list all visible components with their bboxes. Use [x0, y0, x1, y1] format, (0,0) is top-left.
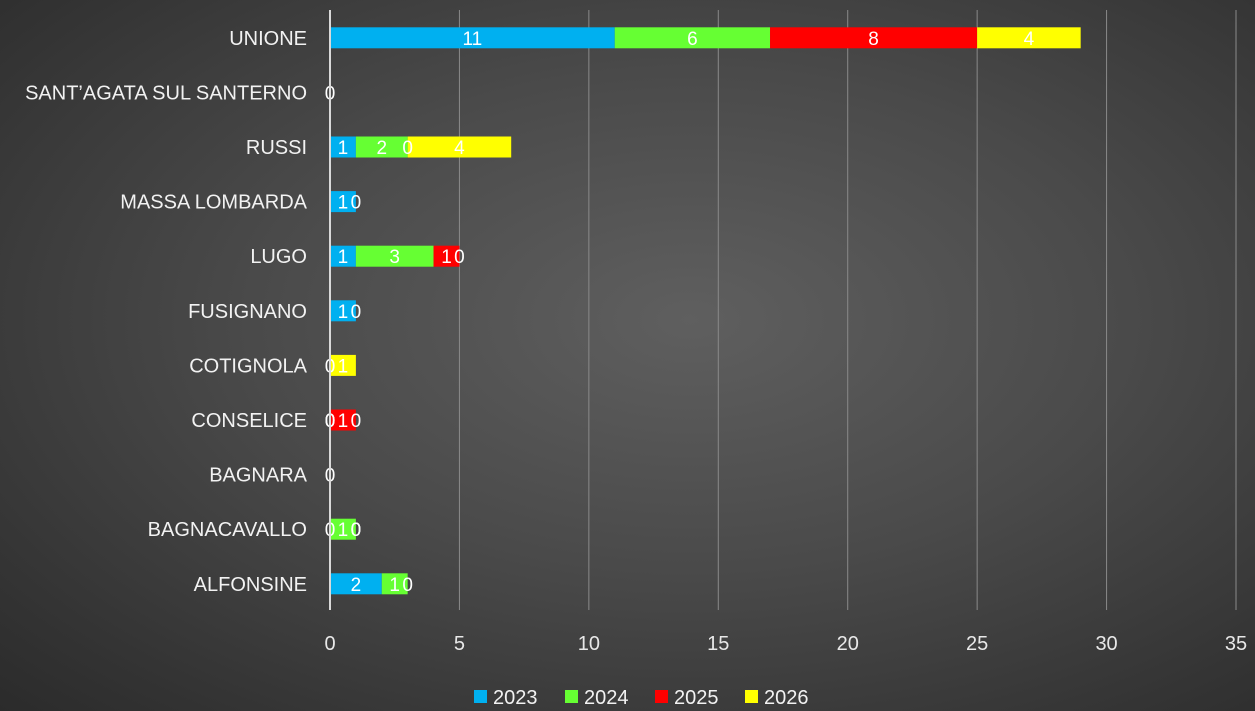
bars: [330, 27, 1081, 595]
legend-swatch-2026: [745, 690, 758, 703]
legend-swatch-2025: [655, 690, 668, 703]
x-tick-label: 10: [578, 633, 600, 655]
x-tick-label: 5: [454, 633, 465, 655]
legend-swatch-2024: [565, 690, 578, 703]
bar-segment-2023: [330, 136, 356, 158]
category-label: RUSSI: [246, 137, 307, 159]
legend-swatch-2023: [474, 690, 487, 703]
category-label: UNIONE: [229, 28, 307, 50]
category-label: LUGO: [250, 246, 307, 268]
bar-segment-2025: [770, 27, 978, 49]
value-axis: 0 5 10 15 20 25 30 35: [324, 633, 1247, 655]
category-label: COTIGNOLA: [189, 355, 307, 377]
x-tick-label: 15: [707, 633, 729, 655]
x-tick-label: 0: [324, 633, 335, 655]
bar-segment-2025: [433, 245, 460, 267]
data-label: 4: [454, 138, 465, 159]
legend-label: 2025: [674, 687, 719, 709]
bar-segment-2024: [355, 136, 408, 158]
bar-segment-2023: [330, 300, 356, 322]
bar-segment-2024: [355, 245, 434, 267]
data-label: 0: [351, 520, 362, 541]
bar-segment-2023: [330, 245, 356, 267]
data-labels: 11684012041013101001001000100210: [325, 29, 1035, 596]
data-label: 1: [441, 247, 452, 268]
data-label: 11: [463, 29, 483, 50]
x-tick-label: 30: [1095, 633, 1117, 655]
data-label: 1: [338, 356, 349, 377]
data-label: 0: [351, 520, 362, 541]
data-label: 1: [338, 520, 349, 541]
category-axis: UNIONE SANT’AGATA SUL SANTERNO RUSSI MASSA …: [25, 10, 331, 610]
category-label: MASSA LOMBARDA: [120, 192, 307, 214]
data-label: 1: [338, 302, 349, 323]
bar-segment-2024: [614, 27, 771, 49]
data-label: 8: [868, 29, 879, 50]
data-label: 1: [389, 575, 400, 596]
data-label: 3: [389, 247, 400, 268]
bar-segment-2023: [330, 573, 382, 595]
x-tick-label: 20: [837, 633, 859, 655]
data-label: 4: [1024, 29, 1035, 50]
bar-segment-2024: [330, 518, 356, 540]
data-label: 1: [338, 411, 349, 432]
data-label: 0: [351, 302, 362, 323]
gridlines: [458, 10, 1237, 610]
bar-segment-2024: [381, 573, 408, 595]
category-label: SANT’AGATA SUL SANTERNO: [25, 82, 307, 104]
bar-segment-2026: [407, 136, 512, 158]
x-tick-label: 35: [1225, 633, 1247, 655]
bar-segment-2023: [330, 191, 356, 213]
data-label: 0: [402, 138, 413, 159]
bar-segment-2026: [977, 27, 1081, 49]
legend-label: 2026: [764, 687, 809, 709]
data-label: 0: [351, 193, 362, 214]
data-label: 1: [338, 138, 349, 159]
data-label: 0: [454, 247, 465, 268]
category-label: BAGNARA: [209, 465, 307, 487]
bar-segment-2025: [330, 409, 356, 431]
data-label: 2: [376, 138, 387, 159]
data-label: 1: [338, 247, 349, 268]
bar-segment-2026: [330, 354, 356, 376]
legend: 2023 2024 2025 2026: [474, 687, 809, 709]
category-label: CONSELICE: [191, 410, 307, 432]
legend-label: 2024: [584, 687, 629, 709]
data-label: 6: [687, 29, 698, 50]
category-label: ALFONSINE: [194, 574, 307, 596]
data-label: 0: [351, 411, 362, 432]
bar-segment-2023: [330, 27, 615, 49]
data-label: 0: [402, 575, 413, 596]
data-label: 1: [338, 193, 349, 214]
data-label: 2: [351, 575, 362, 596]
x-tick-label: 25: [966, 633, 988, 655]
category-label: FUSIGNANO: [188, 301, 307, 323]
category-label: BAGNACAVALLO: [148, 519, 307, 541]
legend-label: 2023: [493, 687, 538, 709]
